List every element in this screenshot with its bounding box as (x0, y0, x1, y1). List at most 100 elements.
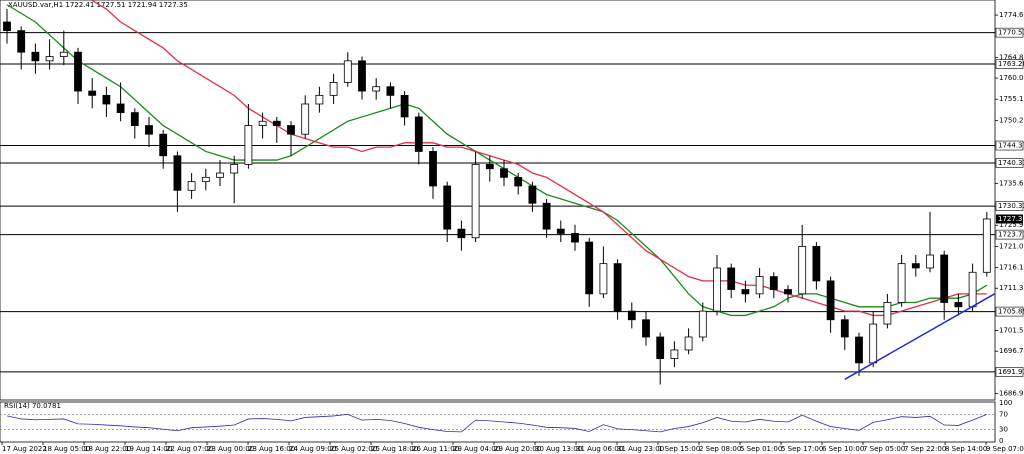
candle-body (698, 310, 707, 338)
candle-body (556, 228, 565, 234)
x-tick-label: 25 Aug 02:00 (330, 445, 377, 453)
candle-body (485, 164, 494, 170)
x-tick-label: 18 Aug 22:00 (84, 445, 131, 453)
candle-body (400, 94, 409, 118)
level-tag (995, 367, 1024, 377)
candle-body (571, 233, 579, 243)
y-tick-label: 1686.90 (999, 390, 1024, 398)
candle-body (798, 245, 807, 295)
moving-average (6, 4, 988, 317)
candle-body (471, 164, 480, 239)
level-label: 1763.28 (998, 60, 1024, 68)
candle-body (840, 319, 849, 338)
x-tick-label: 25 Aug 18:00 (371, 445, 418, 453)
y-tick-label: 1774.60 (999, 11, 1024, 19)
x-tick-label: 7 Sep 05:00 (863, 445, 905, 453)
candle-body (741, 289, 750, 295)
x-tick-label: 29 Aug 04:00 (453, 445, 500, 453)
x-tick-label: 22 Aug 07:00 (166, 445, 213, 453)
level-tag (995, 140, 1024, 151)
candle-body (926, 254, 934, 269)
candle-body (656, 336, 665, 359)
candle-body (982, 218, 991, 273)
candle-body (642, 319, 650, 338)
candle-body (855, 336, 863, 364)
candle-body (812, 245, 821, 282)
candle-body (826, 280, 835, 321)
candle-body (769, 276, 778, 290)
candle-body (528, 185, 537, 204)
candle-body (500, 168, 508, 178)
y-tick-label: 1711.30 (999, 284, 1024, 292)
y-tick-label: 1750.20 (999, 116, 1024, 124)
x-tick-label: 19 Aug 14:00 (125, 445, 172, 453)
y-tick-label: 1755.10 (999, 95, 1024, 103)
level-label: 1723.73 (998, 231, 1024, 239)
y-tick-label: 1721.00 (999, 242, 1024, 250)
level-tag (995, 306, 1024, 317)
rsi-frame (0, 401, 996, 443)
candle-body (386, 86, 395, 96)
chart-title: XAUUSD.var,H1 1722.41 1727.51 1721.94 17… (8, 1, 188, 9)
x-tick-label: 1 Sep 15:00 (658, 445, 700, 453)
x-tick-label: 8 Sep 14:00 (945, 445, 987, 453)
candle-body (45, 56, 54, 62)
candle-body (514, 176, 523, 187)
candle-body (3, 21, 11, 32)
x-tick-label: 5 Sep 17:00 (781, 445, 823, 453)
trendline (844, 292, 996, 380)
candle-body (74, 51, 82, 92)
x-tick-label: 24 Aug 09:00 (289, 445, 336, 453)
candle-body (116, 103, 125, 114)
candle-body (414, 116, 423, 152)
level-label: 1740.33 (998, 159, 1024, 167)
level-tag (995, 59, 1024, 69)
x-tick-label: 31 Aug 06:00 (576, 445, 623, 453)
x-tick-label: 23 Aug 16:00 (248, 445, 295, 453)
x-tick-label: 17 Aug 2022 (2, 445, 47, 453)
candle-body (684, 336, 693, 351)
candle-body (315, 94, 324, 105)
rsi-tick-label: 30 (999, 426, 1008, 434)
level-label: 1770.53 (998, 29, 1024, 37)
x-tick-label: 9 Sep 07:00 (986, 445, 1024, 453)
candle-body (670, 349, 679, 359)
rsi-line (6, 413, 987, 433)
y-tick-label: 1716.10 (999, 264, 1024, 272)
level-label: 1730.33 (998, 202, 1024, 210)
candle-body (429, 151, 437, 187)
y-tick-label: 1735.60 (999, 179, 1024, 187)
candle-body (230, 164, 239, 174)
candle-body (968, 271, 977, 308)
candle-body (201, 176, 210, 183)
candle-body (869, 323, 878, 364)
candle-body (542, 202, 551, 230)
candle-body (88, 90, 97, 96)
y-tick-label: 1725.90 (999, 221, 1024, 229)
level-label: 1691.91 (998, 368, 1024, 376)
y-tick-label: 1764.80 (999, 53, 1024, 61)
candle-body (31, 51, 40, 62)
candle-body (173, 155, 182, 191)
candle-body (911, 263, 920, 269)
x-tick-label: 29 Aug 20:00 (494, 445, 541, 453)
x-tick-label: 23 Aug 00:00 (207, 445, 254, 453)
candle-body (940, 254, 949, 303)
x-tick-label: 5 Sep 01:00 (740, 445, 782, 453)
candle-body (897, 263, 906, 303)
candle-body (755, 276, 764, 295)
candle-body (329, 82, 338, 96)
candle-body (244, 125, 253, 165)
current-price: 1727.35 (998, 215, 1024, 223)
x-tick-label: 6 Sep 10:00 (822, 445, 864, 453)
candle-body (457, 228, 466, 239)
y-tick-label: 1696.70 (999, 347, 1024, 355)
candle-body (59, 51, 68, 57)
rsi-tick-label: 0 (999, 437, 1003, 445)
x-tick-label: 30 Aug 13:00 (535, 445, 582, 453)
rsi-label: RSI(14) 70.0781 (4, 402, 61, 410)
candle-body (301, 103, 310, 135)
y-tick-label: 1760.00 (999, 74, 1024, 82)
candle-body (17, 30, 26, 53)
